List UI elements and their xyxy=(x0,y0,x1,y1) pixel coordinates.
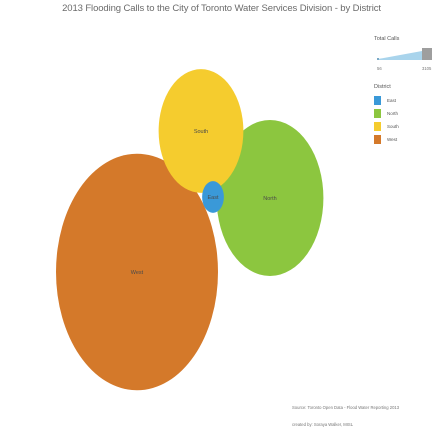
bubble-west xyxy=(56,153,218,391)
bubble-label-south: South xyxy=(194,129,208,135)
size-legend-min: 56 xyxy=(377,66,382,71)
legend-item-north: North xyxy=(374,108,398,118)
legend-item-east: East xyxy=(374,95,396,105)
legend-swatch-west xyxy=(374,134,381,144)
color-legend-title: District xyxy=(374,84,391,90)
legend-swatch-south xyxy=(374,121,381,131)
legend-label-north: North xyxy=(387,110,399,116)
size-legend-title: Total Calls xyxy=(374,36,400,42)
chart-title: 2013 Flooding Calls to the City of Toron… xyxy=(62,3,381,14)
bubble-label-north: North xyxy=(263,196,276,202)
size-legend-max: 3105 xyxy=(422,66,432,71)
legend-item-west: West xyxy=(374,134,397,144)
size-legend-wedge xyxy=(377,48,432,60)
bubble-east xyxy=(202,181,224,213)
legend-label-west: West xyxy=(387,136,398,142)
bubble-south xyxy=(158,69,244,193)
legend-label-south: South xyxy=(387,123,399,129)
size-legend: Total Calls 56 3105 xyxy=(374,36,434,76)
source-note: Source: Toronto Open Data - Flood Water … xyxy=(292,405,400,410)
credit-note: created by: Soraya Walker, MISL xyxy=(292,422,354,427)
bubble-label-west: West xyxy=(131,270,144,276)
legend-swatch-east xyxy=(374,95,381,105)
legend-label-east: East xyxy=(387,97,397,103)
bubble-north xyxy=(216,120,324,276)
bubble-label-east: East xyxy=(207,195,218,201)
legend-item-south: South xyxy=(374,121,399,131)
legend-swatch-north xyxy=(374,108,381,118)
color-legend: District East North South West xyxy=(374,84,434,154)
